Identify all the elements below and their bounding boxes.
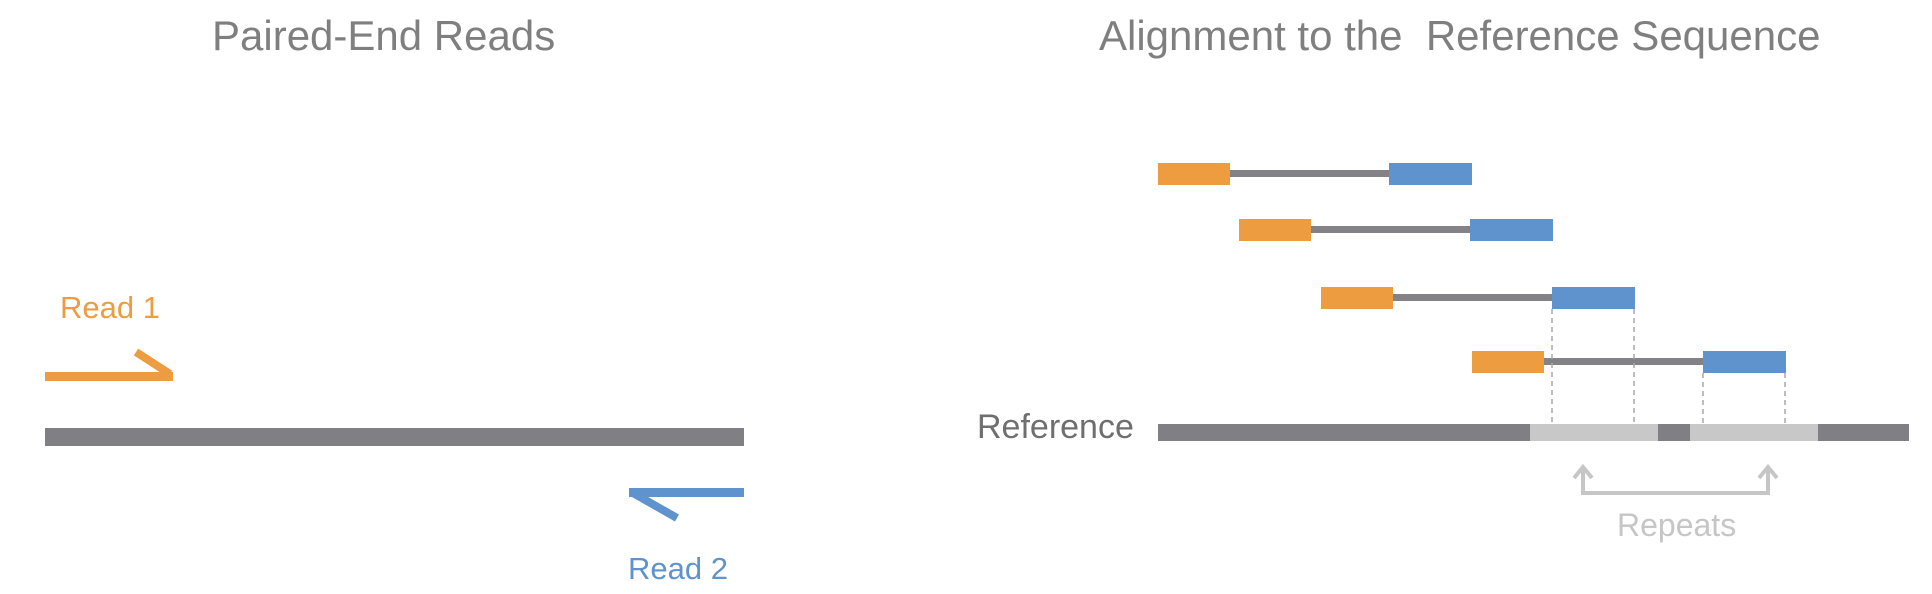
read2-arrow-head bbox=[631, 489, 679, 522]
read1-segment bbox=[1239, 219, 1311, 241]
read2-segment bbox=[1470, 219, 1553, 241]
read1-arrow bbox=[45, 348, 173, 381]
read1-arrow-shaft bbox=[45, 372, 173, 381]
read1-label: Read 1 bbox=[60, 290, 160, 325]
read1-segment bbox=[1321, 287, 1393, 309]
aligned-read-pair bbox=[1158, 163, 1472, 185]
repeats-bracket bbox=[1572, 463, 1779, 495]
reference-sequence bbox=[1158, 424, 1909, 441]
read1-segment bbox=[1158, 163, 1230, 185]
left-panel-title: Paired-End Reads bbox=[212, 12, 555, 59]
repeat-region bbox=[1690, 424, 1818, 441]
read2-arrow-shaft bbox=[629, 488, 744, 497]
read1-segment bbox=[1472, 351, 1544, 373]
arrow-up-icon bbox=[1757, 463, 1779, 480]
repeat-guide-lines bbox=[1551, 309, 1786, 424]
right-panel-title: Alignment to the Reference Sequence bbox=[1099, 12, 1820, 59]
bracket-line bbox=[1581, 469, 1770, 495]
aligned-read-pair bbox=[1321, 287, 1635, 309]
aligned-read-pair bbox=[1472, 351, 1786, 373]
reference-label: Reference bbox=[977, 408, 1134, 446]
read1-arrow-head bbox=[133, 348, 173, 378]
repeats-label: Repeats bbox=[1617, 507, 1736, 543]
aligned-read-pair bbox=[1239, 219, 1553, 241]
insert-line bbox=[1392, 294, 1553, 301]
alignment-panel: Alignment to the Reference Sequence bbox=[977, 12, 1909, 543]
read2-arrow bbox=[629, 488, 744, 522]
read2-segment bbox=[1552, 287, 1635, 309]
repeat-region bbox=[1530, 424, 1658, 441]
insert-line bbox=[1543, 358, 1704, 365]
paired-end-reads-panel: Paired-End Reads Read 1 Read 2 bbox=[45, 12, 744, 586]
dna-fragment-bar bbox=[45, 428, 744, 446]
arrow-up-icon bbox=[1572, 463, 1594, 480]
read2-segment bbox=[1703, 351, 1786, 373]
read2-label: Read 2 bbox=[628, 551, 728, 586]
read2-segment bbox=[1389, 163, 1472, 185]
insert-line bbox=[1229, 170, 1390, 177]
insert-line bbox=[1310, 226, 1471, 233]
